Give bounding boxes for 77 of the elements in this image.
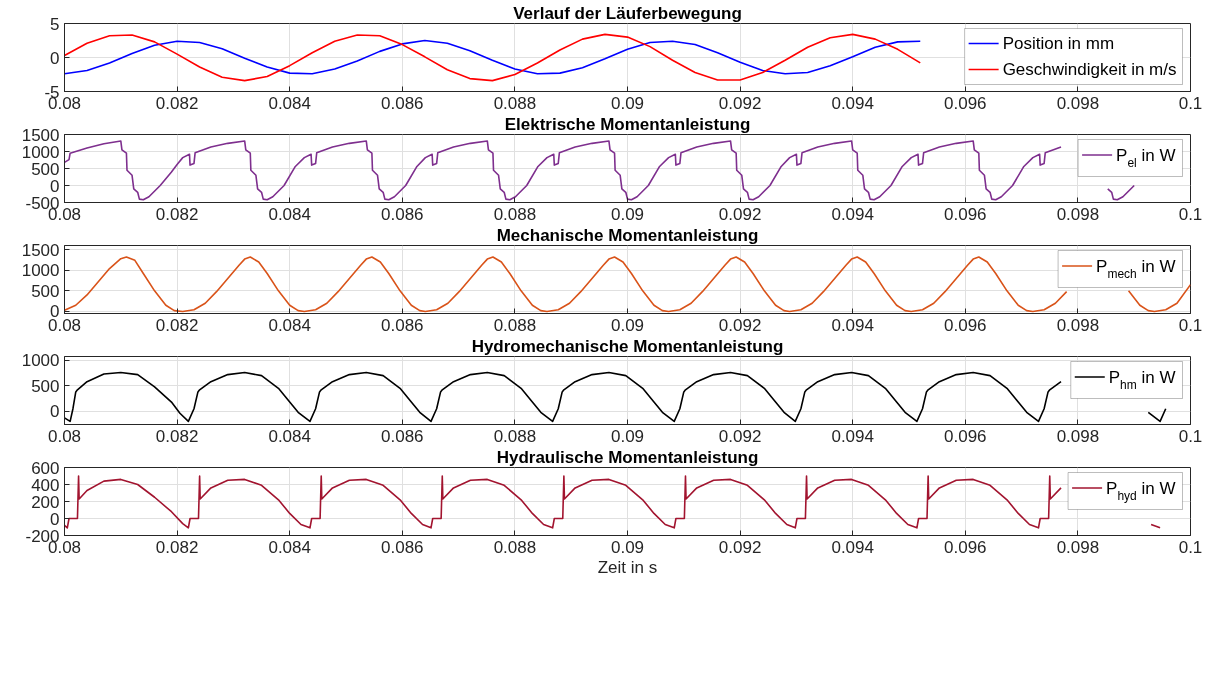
x-tick-label: 0.09: [610, 93, 645, 113]
x-tick-label: 0.082: [155, 93, 199, 113]
x-tick-label: 0.098: [1056, 315, 1100, 335]
x-tick-label: 0.088: [493, 537, 537, 557]
x-tick-label: 0.098: [1056, 537, 1100, 557]
x-tick-label: 0.092: [718, 93, 762, 113]
x-tick-label: 0.094: [831, 315, 874, 335]
legend-label: Geschwindigkeit in m/s: [1002, 60, 1177, 79]
x-tick-label: 0.094: [831, 204, 874, 224]
x-tick-label: 0.082: [155, 204, 199, 224]
y-tick-label: 1000: [21, 142, 60, 162]
x-tick-label: 0.098: [1056, 204, 1100, 224]
y-tick-label: 5: [50, 14, 60, 34]
y-tick-label: 0: [50, 509, 60, 529]
x-tick-label: 0.098: [1056, 426, 1100, 446]
x-tick-label: 0.086: [381, 537, 424, 557]
x-tick-label: 0.1: [1178, 426, 1203, 446]
chart-title: Hydraulische Momentanleistung: [496, 447, 759, 467]
chart-title: Verlauf der Läuferbewegung: [513, 3, 742, 23]
y-tick-label: 1000: [21, 351, 60, 371]
y-tick-label: 1000: [21, 261, 60, 281]
y-tick-label: 0: [50, 402, 60, 422]
y-tick-label: 500: [31, 376, 60, 396]
x-tick-label: 0.084: [268, 93, 311, 113]
x-tick-label: 0.084: [268, 426, 311, 446]
x-tick-label: 0.082: [155, 537, 199, 557]
x-tick-label: 0.086: [381, 315, 424, 335]
x-tick-label: 0.084: [268, 537, 311, 557]
x-tick-label: 0.096: [944, 93, 987, 113]
x-tick-label: 0.092: [718, 537, 762, 557]
y-tick-label: 1500: [21, 240, 60, 260]
x-tick-label: 0.09: [610, 426, 645, 446]
x-tick-label: 0.092: [718, 204, 762, 224]
x-tick-label: 0.082: [155, 315, 199, 335]
chart-title: Elektrische Momentanleistung: [504, 114, 751, 134]
x-tick-label: 0.088: [493, 426, 537, 446]
x-tick-label: 0.094: [831, 93, 874, 113]
x-tick-label: 0.084: [268, 204, 311, 224]
x-tick-label: 0.09: [610, 315, 645, 335]
x-tick-label: 0.1: [1178, 204, 1203, 224]
x-tick-label: 0.096: [944, 537, 987, 557]
y-tick-label: 500: [31, 159, 60, 179]
x-tick-label: 0.092: [718, 426, 762, 446]
x-tick-label: 0.094: [831, 537, 874, 557]
legend-label: Position in mm: [1002, 34, 1115, 53]
x-tick-label: 0.084: [268, 315, 311, 335]
y-tick-label: 0: [50, 176, 60, 196]
y-tick-label: 200: [31, 492, 60, 512]
chart-title: Mechanische Momentanleistung: [496, 225, 759, 245]
x-tick-label: 0.08: [47, 426, 82, 446]
x-tick-label: 0.086: [381, 426, 424, 446]
x-tick-label: 0.088: [493, 93, 537, 113]
x-tick-label: 0.088: [493, 204, 537, 224]
x-tick-label: 0.092: [718, 315, 762, 335]
x-tick-label: 0.096: [944, 315, 987, 335]
y-tick-label: 400: [31, 475, 60, 495]
x-tick-label: 0.098: [1056, 93, 1100, 113]
chart-title: Hydromechanische Momentanleistung: [471, 336, 784, 356]
x-tick-label: 0.096: [944, 204, 987, 224]
y-tick-label: 0: [50, 48, 60, 68]
x-tick-label: 0.09: [610, 204, 645, 224]
x-tick-label: 0.1: [1178, 537, 1203, 557]
x-tick-label: 0.096: [944, 426, 987, 446]
line-series: [64, 33, 922, 82]
x-axis-title: Zeit in s: [597, 557, 658, 577]
x-tick-label: 0.082: [155, 426, 199, 446]
x-tick-label: 0.09: [610, 537, 645, 557]
y-tick-label: 1500: [21, 125, 60, 145]
x-tick-label: 0.086: [381, 93, 424, 113]
x-tick-label: 0.086: [381, 204, 424, 224]
x-tick-label: 0.1: [1178, 93, 1203, 113]
line-series: [64, 39, 922, 75]
y-tick-label: 600: [31, 458, 60, 478]
x-tick-label: 0.094: [831, 426, 874, 446]
y-tick-label: 500: [31, 281, 60, 301]
x-tick-label: 0.1: [1178, 315, 1203, 335]
x-tick-label: 0.088: [493, 315, 537, 335]
